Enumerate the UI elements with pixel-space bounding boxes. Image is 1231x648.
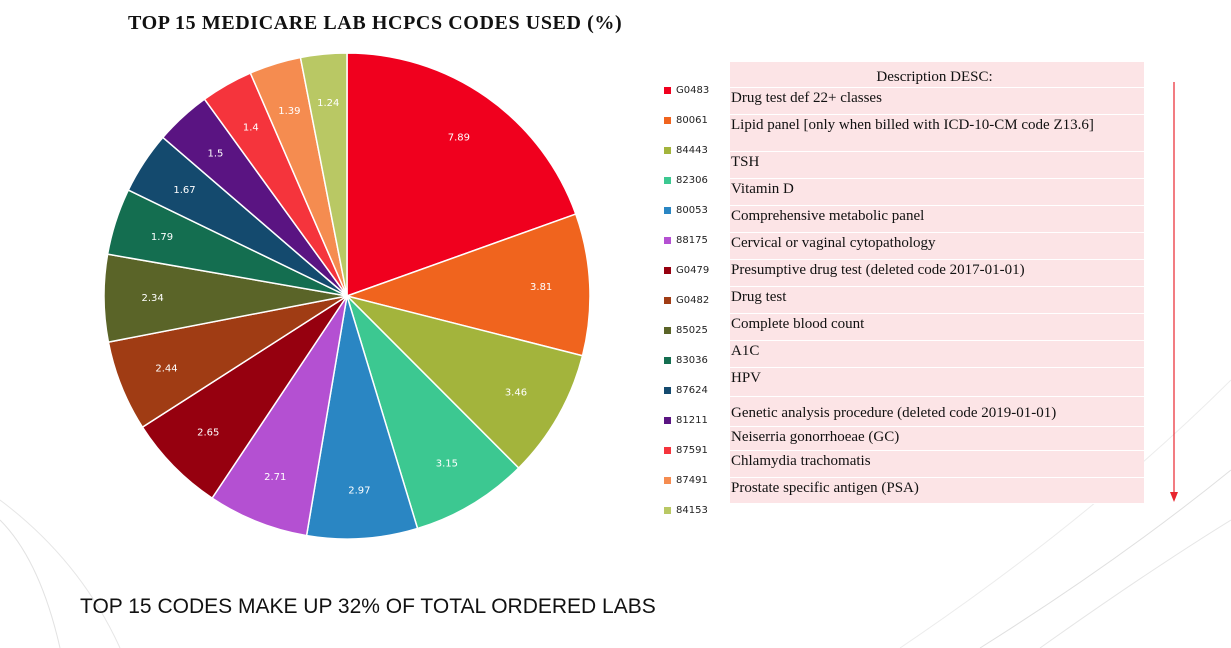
description-row: TSH — [730, 152, 1144, 179]
legend-swatch — [664, 476, 671, 484]
data-label-88175: 2.71 — [264, 472, 286, 483]
data-label-g0483: 7.89 — [448, 133, 470, 144]
legend-label: 87491 — [676, 474, 708, 486]
description-row: Genetic analysis procedure (deleted code… — [730, 397, 1144, 427]
description-row: Cervical or vaginal cytopathology — [730, 233, 1144, 260]
data-label-82306: 3.15 — [436, 458, 458, 469]
pie-slice-80061 — [344, 213, 591, 357]
legend-item-87591: 87591 — [664, 443, 708, 457]
legend-item-84443: 84443 — [664, 143, 708, 157]
legend-label: G0482 — [676, 294, 710, 306]
legend-swatch — [664, 176, 671, 184]
legend-swatch — [664, 266, 671, 274]
legend-label: 88175 — [676, 234, 708, 246]
legend-label: 84153 — [676, 504, 708, 516]
description-row: HPV — [730, 368, 1144, 397]
legend-label: G0479 — [676, 264, 710, 276]
legend-swatch — [664, 386, 671, 394]
legend-swatch — [664, 446, 671, 454]
legend-swatch — [664, 146, 671, 154]
pie-chart: 7.89 3.81 3.46 3.15 2.97 2.71 2.65 2.44 2.34 1.79… — [103, 52, 591, 540]
legend-item-80053: 80053 — [664, 203, 708, 217]
legend-label: 87591 — [676, 444, 708, 456]
legend-swatch — [664, 86, 671, 94]
description-row: Lipid panel [only when billed with ICD-1… — [730, 115, 1144, 152]
data-label-80053: 2.97 — [348, 486, 370, 497]
legend-item-80061: 80061 — [664, 113, 708, 127]
description-row: Vitamin D — [730, 179, 1144, 206]
pie-slice-80053 — [305, 295, 419, 540]
description-row: Complete blood count — [730, 314, 1144, 341]
legend-label: 84443 — [676, 144, 708, 156]
description-row: Drug test — [730, 287, 1144, 314]
legend-swatch — [664, 236, 671, 244]
legend-label: 85025 — [676, 324, 708, 336]
legend-item-87624: 87624 — [664, 383, 708, 397]
legend-item-87491: 87491 — [664, 473, 708, 487]
legend-swatch — [664, 506, 671, 514]
pie-slice-82306 — [346, 295, 520, 530]
legend-item-83036: 83036 — [664, 353, 708, 367]
legend-item-g0482: G0482 — [664, 293, 709, 307]
legend-label: G0483 — [676, 84, 710, 96]
legend-item-88175: 88175 — [664, 233, 708, 247]
legend-item-85025: 85025 — [664, 323, 708, 337]
pie-slice-84153 — [299, 52, 348, 297]
pie-slice-g0483 — [346, 52, 577, 298]
legend-item-81211: 81211 — [664, 413, 708, 427]
data-label-g0482: 2.44 — [155, 364, 177, 375]
legend-swatch — [664, 356, 671, 364]
chart-title: TOP 15 MEDICARE LAB HCPCS CODES USED (%) — [128, 12, 623, 34]
data-label-g0479: 2.65 — [197, 428, 219, 439]
data-label-83036: 1.79 — [151, 232, 173, 243]
description-row: Neiserria gonorrhoeae (GC) — [730, 427, 1144, 451]
legend-swatch — [664, 296, 671, 304]
description-table-header: Description DESC: — [730, 62, 1144, 88]
description-table: Description DESC: Drug test def 22+ clas… — [730, 62, 1144, 504]
legend-label: 87624 — [676, 384, 708, 396]
description-row: Prostate specific antigen (PSA) — [730, 478, 1144, 504]
legend-label: 82306 — [676, 174, 708, 186]
legend-item-84153: 84153 — [664, 503, 708, 517]
description-row: A1C — [730, 341, 1144, 368]
legend-item-g0479: G0479 — [664, 263, 709, 277]
legend-item-82306: 82306 — [664, 173, 708, 187]
legend-label: 80053 — [676, 204, 708, 216]
data-label-84443: 3.46 — [505, 388, 527, 399]
legend-label: 83036 — [676, 354, 708, 366]
description-row: Chlamydia trachomatis — [730, 451, 1144, 478]
data-label-85025: 2.34 — [141, 293, 163, 304]
footer-summary: TOP 15 CODES MAKE UP 32% OF TOTAL ORDERE… — [80, 595, 656, 618]
data-label-80061: 3.81 — [530, 282, 552, 293]
pie-slice-84443 — [344, 294, 584, 470]
legend-item-g0483: G0483 — [664, 83, 709, 97]
legend-swatch — [664, 326, 671, 334]
legend-label: 80061 — [676, 114, 708, 126]
legend-swatch — [664, 116, 671, 124]
description-row: Drug test def 22+ classes — [730, 88, 1144, 115]
description-row: Presumptive drug test (deleted code 2017… — [730, 260, 1144, 287]
data-label-87624: 1.67 — [173, 185, 195, 196]
legend-label: 81211 — [676, 414, 708, 426]
data-label-87591: 1.4 — [243, 123, 259, 134]
down-arrow-icon — [1170, 82, 1178, 502]
legend-swatch — [664, 206, 671, 214]
description-row: Comprehensive metabolic panel — [730, 206, 1144, 233]
data-label-84153: 1.24 — [317, 98, 339, 109]
data-label-87491: 1.39 — [278, 106, 300, 117]
legend-swatch — [664, 416, 671, 424]
data-label-81211: 1.5 — [208, 148, 224, 159]
